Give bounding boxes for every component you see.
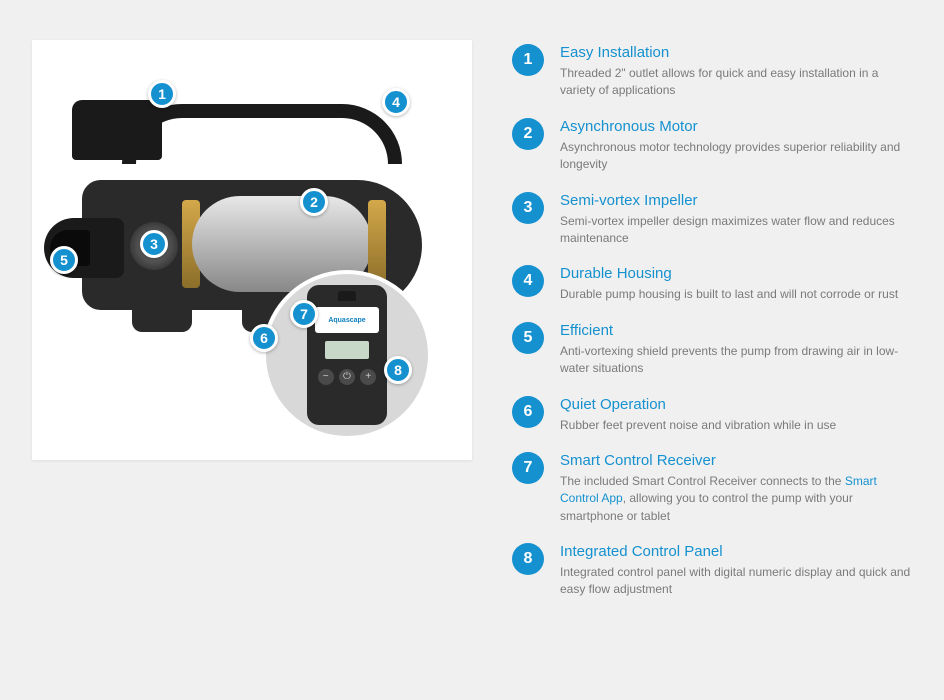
feature-number-badge: 2	[512, 118, 544, 150]
feature-text: Integrated Control Panel Integrated contr…	[560, 543, 912, 599]
diagram-callout-4: 4	[382, 88, 410, 116]
features-list: 1 Easy Installation Threaded 2" outlet all…	[512, 40, 912, 660]
feature-item: 4 Durable Housing Durable pump housing is …	[512, 265, 912, 303]
feature-title: Efficient	[560, 322, 912, 339]
diagram-callout-7: 7	[290, 300, 318, 328]
diagram-callout-5: 5	[50, 246, 78, 274]
feature-title: Semi-vortex Impeller	[560, 192, 912, 209]
feature-description: The included Smart Control Receiver conn…	[560, 473, 912, 525]
feature-desc-text: The included Smart Control Receiver conn…	[560, 474, 845, 488]
feature-text: Easy Installation Threaded 2" outlet allo…	[560, 44, 912, 100]
feature-title: Durable Housing	[560, 265, 912, 282]
diagram-panel: Aquascape − ⏻ + 1 2 3 4 5 67 8	[32, 40, 472, 660]
feature-number-badge: 4	[512, 265, 544, 297]
plus-button-icon: +	[360, 369, 376, 385]
controller-buttons: − ⏻ +	[315, 369, 379, 385]
feature-text: Efficient Anti-vortexing shield prevents …	[560, 322, 912, 378]
diagram-callout-2: 2	[300, 188, 328, 216]
rubber-foot	[132, 310, 192, 332]
feature-item: 8 Integrated Control Panel Integrated cont…	[512, 543, 912, 599]
feature-description: Anti-vortexing shield prevents the pump …	[560, 343, 912, 378]
feature-description: Semi-vortex impeller design maximizes wa…	[560, 213, 912, 248]
controller-hanger	[338, 291, 356, 301]
feature-title: Integrated Control Panel	[560, 543, 912, 560]
power-button-icon: ⏻	[339, 369, 355, 385]
feature-item: 6 Quiet Operation Rubber feet prevent nois…	[512, 396, 912, 434]
feature-number-badge: 7	[512, 452, 544, 484]
feature-text: Smart Control Receiver The included Smart…	[560, 452, 912, 525]
feature-text: Asynchronous Motor Asynchronous motor tec…	[560, 118, 912, 174]
controller-brand-label: Aquascape	[315, 307, 379, 333]
diagram-callout-1: 1	[148, 80, 176, 108]
feature-number-badge: 3	[512, 192, 544, 224]
feature-title: Easy Installation	[560, 44, 912, 61]
pump-diagram: Aquascape − ⏻ + 1 2 3 4 5 67 8	[32, 40, 472, 460]
feature-number-badge: 5	[512, 322, 544, 354]
feature-text: Semi-vortex Impeller Semi-vortex impeller…	[560, 192, 912, 248]
feature-description: Threaded 2" outlet allows for quick and …	[560, 65, 912, 100]
feature-description: Asynchronous motor technology provides s…	[560, 139, 912, 174]
feature-number-badge: 1	[512, 44, 544, 76]
feature-item: 1 Easy Installation Threaded 2" outlet all…	[512, 44, 912, 100]
pump-handle	[122, 104, 402, 164]
diagram-callout-8: 8	[384, 356, 412, 384]
smart-controller: Aquascape − ⏻ +	[307, 285, 387, 425]
feature-text: Durable Housing Durable pump housing is b…	[560, 265, 912, 303]
diagram-callout-6: 6	[250, 324, 278, 352]
feature-number-badge: 8	[512, 543, 544, 575]
feature-text: Quiet Operation Rubber feet prevent noise…	[560, 396, 912, 434]
feature-number-badge: 6	[512, 396, 544, 428]
controller-detail-circle: Aquascape − ⏻ +	[262, 270, 432, 440]
feature-item: 2 Asynchronous Motor Asynchronous motor te…	[512, 118, 912, 174]
controller-display	[325, 341, 369, 359]
feature-description: Rubber feet prevent noise and vibration …	[560, 417, 912, 434]
diagram-callout-3: 3	[140, 230, 168, 258]
feature-item: 3 Semi-vortex Impeller Semi-vortex impelle…	[512, 192, 912, 248]
feature-title: Smart Control Receiver	[560, 452, 912, 469]
feature-item: 7 Smart Control Receiver The included Smar…	[512, 452, 912, 525]
feature-description: Durable pump housing is built to last an…	[560, 286, 912, 303]
feature-item: 5 Efficient Anti-vortexing shield prevents…	[512, 322, 912, 378]
minus-button-icon: −	[318, 369, 334, 385]
feature-description: Integrated control panel with digital nu…	[560, 564, 912, 599]
feature-title: Asynchronous Motor	[560, 118, 912, 135]
feature-title: Quiet Operation	[560, 396, 912, 413]
